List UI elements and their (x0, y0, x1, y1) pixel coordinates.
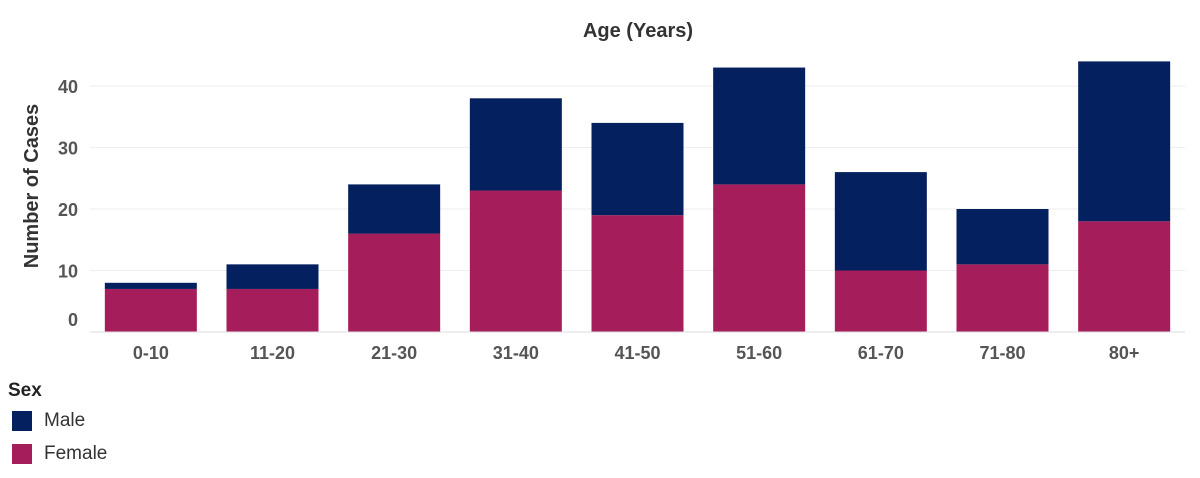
legend-swatch-female (12, 443, 32, 464)
bar-male-11-20[interactable] (226, 264, 319, 289)
bar-female-0-10[interactable] (104, 288, 197, 332)
x-tick-label: 80+ (1109, 343, 1140, 363)
legend-item-male[interactable]: Male (8, 404, 107, 437)
bar-male-41-50[interactable] (591, 122, 684, 216)
bar-female-61-70[interactable] (834, 270, 927, 333)
x-tick-label: 21-30 (371, 343, 417, 363)
y-tick-label: 0 (68, 310, 78, 330)
bar-male-80+[interactable] (1078, 61, 1171, 222)
x-tick-labels: 0-10 11-20 21-30 31-40 41-50 51-60 61-70 71-80 8… (133, 343, 1140, 363)
legend-label-male: Male (44, 409, 86, 431)
bar-male-31-40[interactable] (469, 98, 562, 191)
legend-item-female[interactable]: Female (8, 437, 107, 470)
bars (104, 61, 1171, 333)
x-tick-label: 71-80 (979, 343, 1025, 363)
x-tick-label: 31-40 (493, 343, 539, 363)
bar-male-61-70[interactable] (834, 172, 927, 271)
y-tick-label: 20 (58, 200, 78, 220)
bar-male-0-10[interactable] (104, 282, 197, 289)
y-tick-labels: 0 10 20 30 40 (58, 77, 78, 330)
bar-male-71-80[interactable] (956, 209, 1049, 265)
legend-swatch-male (12, 410, 32, 431)
bar-female-41-50[interactable] (591, 215, 684, 332)
y-tick-label: 40 (58, 77, 78, 97)
x-tick-label: 61-70 (858, 343, 904, 363)
bar-male-21-30[interactable] (348, 184, 441, 234)
x-tick-label: 11-20 (250, 343, 295, 363)
bar-male-51-60[interactable] (713, 67, 806, 185)
bar-female-31-40[interactable] (469, 190, 562, 332)
stacked-bar-chart: Age (Years) Number of Cases 0 10 20 30 40 0-… (21, 20, 1185, 363)
y-tick-label: 10 (58, 262, 78, 282)
legend-label-female: Female (44, 442, 108, 464)
y-axis-label: Number of Cases (21, 104, 43, 269)
legend-title: Sex (8, 380, 42, 401)
x-tick-label: 0-10 (133, 343, 169, 363)
y-tick-label: 30 (58, 139, 78, 159)
bar-female-11-20[interactable] (226, 288, 319, 332)
x-tick-label: 51-60 (736, 343, 782, 363)
bar-female-71-80[interactable] (956, 264, 1049, 332)
bar-female-51-60[interactable] (713, 184, 806, 332)
x-tick-label: 41-50 (614, 343, 660, 363)
chart-title: Age (Years) (583, 20, 693, 42)
bar-female-80+[interactable] (1078, 221, 1171, 332)
bar-female-21-30[interactable] (348, 233, 441, 332)
legend: Sex Male Female (8, 378, 107, 470)
